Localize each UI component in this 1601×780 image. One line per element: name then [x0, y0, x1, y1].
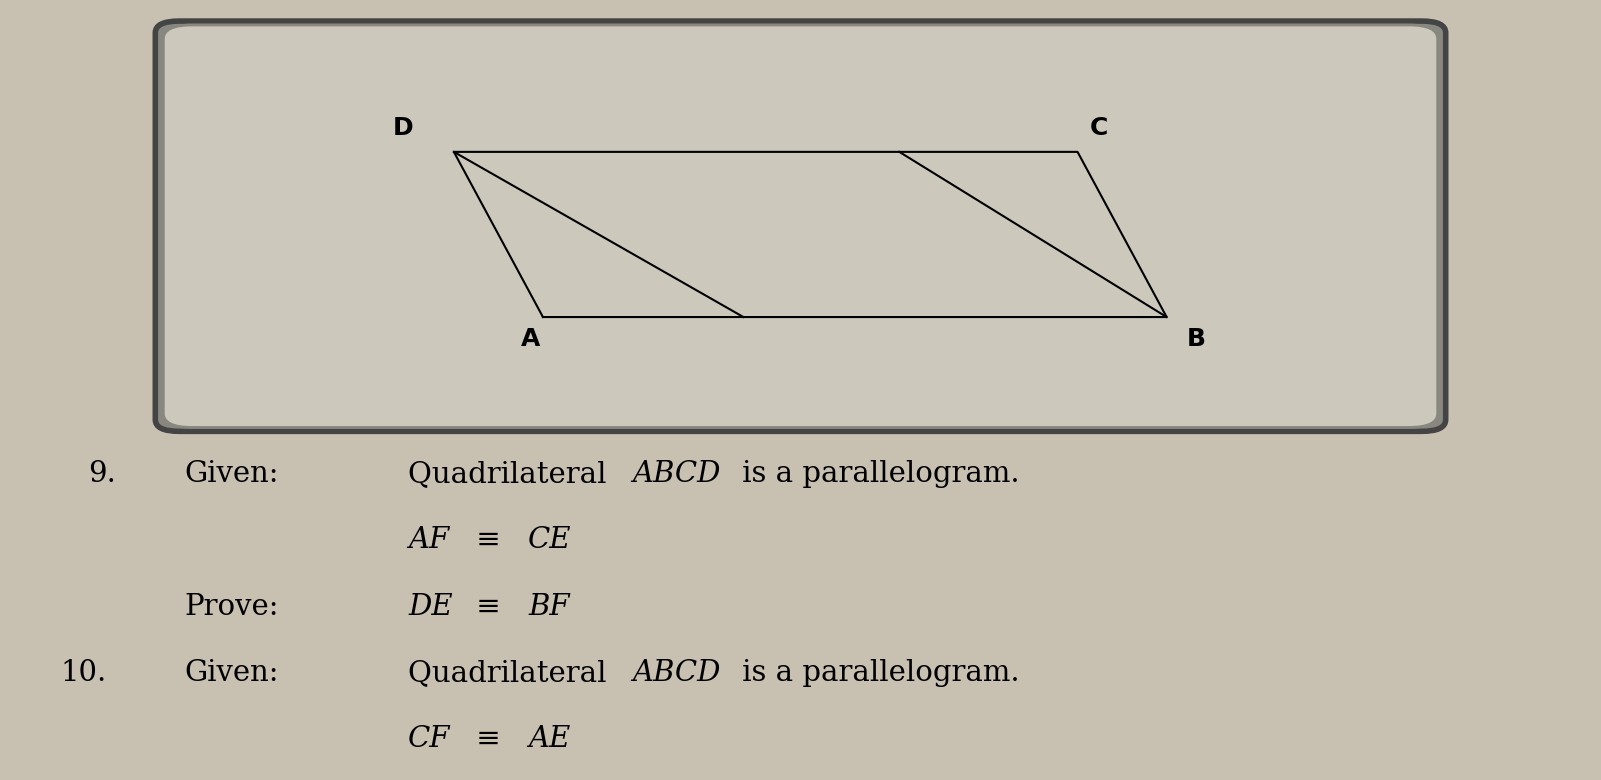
Text: ≡: ≡	[467, 593, 511, 621]
Text: ≡: ≡	[467, 526, 511, 555]
Text: Quadrilateral: Quadrilateral	[408, 659, 616, 687]
Text: is a parallelogram.: is a parallelogram.	[733, 659, 1020, 687]
Text: is a parallelogram.: is a parallelogram.	[733, 460, 1020, 488]
Text: DE: DE	[408, 593, 453, 621]
Text: C: C	[1090, 116, 1108, 140]
FancyBboxPatch shape	[163, 25, 1438, 427]
Text: AE: AE	[528, 725, 570, 753]
Text: 10.: 10.	[61, 659, 107, 687]
Text: ABCD: ABCD	[632, 659, 720, 687]
Text: B: B	[1186, 327, 1206, 351]
Text: A: A	[522, 327, 541, 351]
Text: ABCD: ABCD	[632, 460, 720, 488]
Text: 9.: 9.	[88, 460, 115, 488]
Text: ≡: ≡	[467, 725, 511, 753]
Text: CF: CF	[408, 725, 451, 753]
Text: CE: CE	[528, 526, 572, 555]
Text: AF: AF	[408, 526, 450, 555]
Text: D: D	[394, 116, 413, 140]
FancyBboxPatch shape	[155, 21, 1446, 431]
Text: Given:: Given:	[184, 659, 279, 687]
FancyBboxPatch shape	[168, 27, 1433, 425]
Text: BF: BF	[528, 593, 570, 621]
Text: Prove:: Prove:	[184, 593, 279, 621]
Text: Given:: Given:	[184, 460, 279, 488]
Text: Quadrilateral: Quadrilateral	[408, 460, 616, 488]
